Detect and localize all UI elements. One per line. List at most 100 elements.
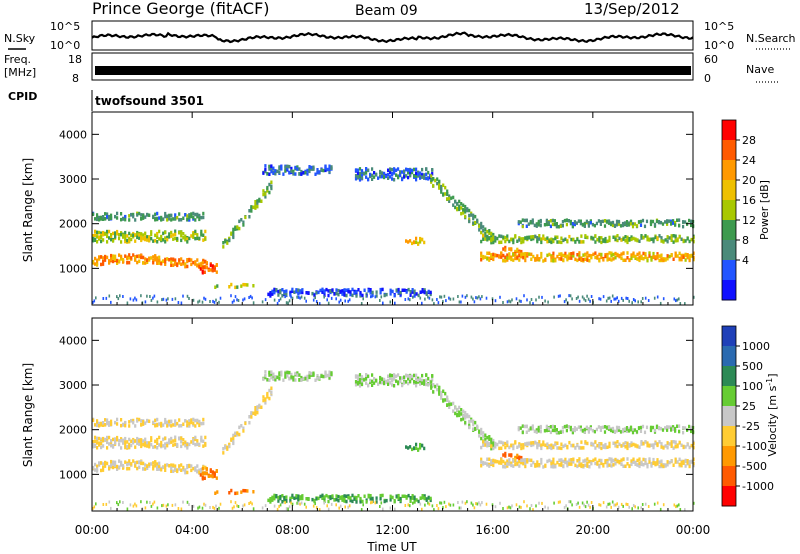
echo-cell xyxy=(563,218,566,223)
echo-cell xyxy=(212,299,214,303)
echo-cell xyxy=(167,297,169,301)
echo-cell xyxy=(520,249,523,254)
echo-cell xyxy=(542,236,545,241)
echo-cell xyxy=(110,300,112,304)
echo-cell xyxy=(152,467,155,471)
time-tick-label: 20:00 xyxy=(576,523,611,537)
echo-cell xyxy=(126,467,129,471)
echo-cell xyxy=(440,295,443,299)
echo-cell xyxy=(678,256,681,261)
echo-cell xyxy=(140,438,143,442)
echo-cell xyxy=(653,222,657,227)
echo-cell xyxy=(631,222,635,226)
echo-cell xyxy=(232,227,235,232)
echo-cell xyxy=(462,208,465,212)
echo-cell xyxy=(492,254,495,259)
echo-cell xyxy=(539,429,542,434)
echo-cell xyxy=(186,237,189,241)
echo-cell xyxy=(188,236,191,241)
echo-cell xyxy=(558,240,561,244)
echo-cell xyxy=(522,237,525,241)
echo-cell xyxy=(640,442,643,446)
echo-cell xyxy=(619,224,623,228)
echo-cell xyxy=(423,494,426,498)
echo-cell xyxy=(407,175,410,180)
colorbar-tick-label: 8 xyxy=(742,234,749,247)
echo-cell xyxy=(160,423,163,428)
echo-cell xyxy=(182,259,185,264)
echo-cell xyxy=(216,284,219,288)
echo-cell xyxy=(314,378,317,382)
echo-cell xyxy=(207,474,210,478)
echo-cell xyxy=(160,262,163,266)
echo-cell xyxy=(290,501,292,505)
echo-cell xyxy=(116,216,119,220)
echo-cell xyxy=(616,238,619,243)
echo-cell xyxy=(202,215,205,220)
echo-cell xyxy=(542,440,545,444)
echo-cell xyxy=(273,290,276,295)
echo-cell xyxy=(550,258,553,263)
echo-cell xyxy=(508,462,511,466)
echo-cell xyxy=(479,297,482,301)
echo-cell xyxy=(379,493,382,498)
echo-cell xyxy=(684,426,687,430)
echo-cell xyxy=(674,440,677,444)
echo-cell xyxy=(460,506,462,510)
echo-cell xyxy=(150,438,153,443)
echo-cell xyxy=(440,190,443,194)
echo-cell xyxy=(286,373,289,377)
echo-cell xyxy=(585,425,588,430)
power-y-label: Slant Range [km] xyxy=(21,158,35,262)
echo-cell xyxy=(584,505,587,509)
echo-cell xyxy=(300,295,303,299)
echo-cell xyxy=(215,476,218,480)
echo-cell xyxy=(170,463,173,467)
echo-cell xyxy=(389,494,392,499)
echo-cell xyxy=(564,460,567,465)
freq-label-1: Freq. xyxy=(4,53,31,66)
echo-cell xyxy=(540,240,543,245)
echo-cell xyxy=(262,189,265,193)
echo-cell xyxy=(205,467,208,471)
echo-cell xyxy=(308,165,311,169)
echo-cell xyxy=(532,254,535,259)
echo-cell xyxy=(321,493,324,498)
echo-cell xyxy=(98,424,101,428)
echo-cell xyxy=(518,251,521,255)
echo-cell xyxy=(343,291,346,295)
echo-cell xyxy=(488,464,491,468)
echo-cell xyxy=(614,235,617,239)
echo-cell xyxy=(202,421,205,426)
echo-cell xyxy=(286,167,289,171)
echo-cell xyxy=(285,507,288,511)
echo-cell xyxy=(617,222,621,226)
echo-cell xyxy=(492,441,495,445)
echo-cell xyxy=(464,210,467,214)
echo-cell xyxy=(415,442,418,447)
echo-cell xyxy=(297,291,300,295)
echo-cell xyxy=(520,505,522,509)
echo-cell xyxy=(308,169,311,174)
echo-cell xyxy=(502,441,505,445)
echo-cell xyxy=(588,459,591,464)
echo-cell xyxy=(552,259,555,263)
echo-cell xyxy=(475,296,477,300)
y-tick-label: 2000 xyxy=(59,424,87,437)
echo-cell xyxy=(680,463,683,468)
echo-cell xyxy=(550,461,553,466)
echo-cell xyxy=(508,252,511,256)
echo-cell xyxy=(134,296,136,300)
echo-cell xyxy=(203,265,206,270)
echo-cell xyxy=(611,294,614,298)
echo-cell xyxy=(184,262,187,266)
echo-cell xyxy=(421,507,423,511)
echo-cell xyxy=(525,430,528,434)
echo-cell xyxy=(108,294,111,298)
echo-cell xyxy=(530,458,533,463)
echo-cell xyxy=(598,442,601,447)
echo-cell xyxy=(625,221,629,225)
echo-cell xyxy=(529,507,531,511)
echo-cell xyxy=(573,428,576,433)
